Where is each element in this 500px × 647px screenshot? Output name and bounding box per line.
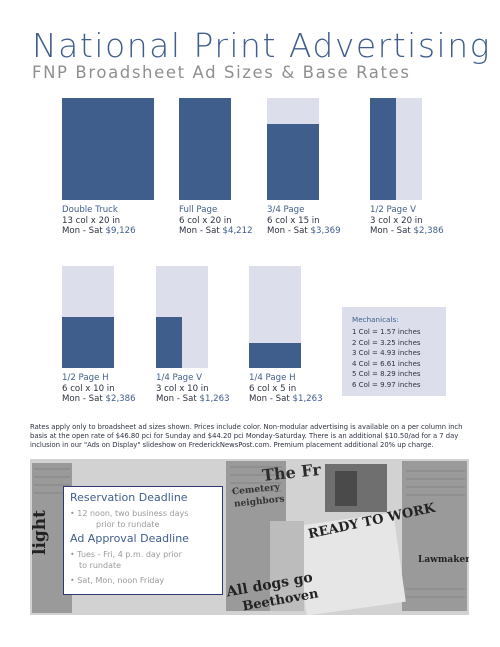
ad-name: Full Page bbox=[179, 205, 218, 215]
ad-price: $2,386 bbox=[105, 394, 136, 405]
ad-name: 1/2 Page V bbox=[370, 205, 416, 215]
ad-rate-days: Mon - Sat bbox=[62, 394, 106, 405]
ad-rate: Mon - Sat $2,386 bbox=[62, 394, 136, 405]
ad-rate-days: Mon - Sat bbox=[62, 226, 106, 237]
mechanicals-item: 1 Col = 1.57 inches bbox=[352, 328, 421, 336]
ad-dimensions: 6 col x 10 in bbox=[62, 383, 115, 394]
page-title: National Print Advertising bbox=[32, 26, 491, 65]
ad-rate: Mon - Sat $1,263 bbox=[156, 394, 230, 405]
bullet-icon: • bbox=[70, 509, 75, 518]
ad-price: $3,369 bbox=[310, 226, 341, 237]
reservation-line-2: prior to rundate bbox=[96, 520, 160, 529]
ad-price: $1,263 bbox=[292, 394, 323, 405]
deadlines-panel: Reservation Deadline • 12 noon, two busi… bbox=[63, 486, 223, 595]
mechanicals-item: 2 Col = 3.25 inches bbox=[352, 338, 421, 347]
ad-rate-days: Mon - Sat bbox=[267, 226, 311, 237]
ad-name: 1/2 Page H bbox=[62, 373, 109, 383]
mechanicals-item: 3 Col = 4.93 inches bbox=[352, 349, 421, 358]
ad-size-label: Double Truck 13 col x 20 in Mon - Sat $9,1… bbox=[62, 205, 136, 237]
ad-size-label: Full Page 6 col x 20 in Mon - Sat $4,212 bbox=[179, 205, 253, 237]
ad-name: 3/4 Page bbox=[267, 205, 305, 215]
ad-size-diagram bbox=[370, 98, 422, 200]
reservation-deadline-text: • 12 noon, two business days prior to ru… bbox=[70, 508, 188, 530]
ad-size-diagram bbox=[62, 266, 114, 368]
approval-extra: Sat, Mon, noon Friday bbox=[77, 576, 165, 585]
ad-rate: Mon - Sat $1,263 bbox=[249, 394, 323, 405]
mechanicals-box: Mechanicals: 1 Col = 1.57 inches 2 Col =… bbox=[342, 307, 446, 396]
bullet-icon: • bbox=[70, 576, 75, 585]
ad-price: $4,212 bbox=[222, 226, 253, 237]
ad-price: $9,126 bbox=[105, 226, 136, 237]
page-subtitle: FNP Broadsheet Ad Sizes & Base Rates bbox=[32, 63, 411, 82]
ad-size-diagram bbox=[267, 98, 319, 200]
ad-rate-days: Mon - Sat bbox=[249, 394, 293, 405]
ad-dimensions: 6 col x 20 in bbox=[179, 215, 232, 226]
ad-size-fill bbox=[370, 98, 396, 200]
ad-name: 1/4 Page V bbox=[156, 373, 202, 383]
reservation-line-1: 12 noon, two business days bbox=[77, 509, 189, 518]
ad-dimensions: 6 col x 15 in bbox=[267, 215, 320, 226]
reservation-deadline-title: Reservation Deadline bbox=[70, 491, 188, 504]
ad-size-fill bbox=[179, 98, 231, 200]
mechanicals-title: Mechanicals: bbox=[352, 315, 399, 324]
headline-8: Lawmaker bbox=[418, 555, 469, 565]
mechanicals-item: 6 Col = 9.97 inches bbox=[352, 380, 421, 389]
ad-size-diagram bbox=[156, 266, 208, 368]
ad-rate-days: Mon - Sat bbox=[156, 394, 200, 405]
approval-deadline-text: • Tues - Fri, 4 p.m. day prior to rundat… bbox=[70, 549, 182, 571]
mechanicals-item: 4 Col = 6.61 inches bbox=[352, 359, 421, 368]
ad-name: 1/4 Page H bbox=[249, 373, 296, 383]
ad-size-fill bbox=[249, 342, 301, 368]
ad-dimensions: 6 col x 5 in bbox=[249, 383, 297, 394]
ad-rate: Mon - Sat $3,369 bbox=[267, 226, 341, 237]
ad-size-fill bbox=[156, 317, 182, 368]
mechanicals-list: 1 Col = 1.57 inches 2 Col = 3.25 inches … bbox=[352, 327, 421, 391]
approval-deadline-title: Ad Approval Deadline bbox=[70, 532, 189, 545]
approval-line-2: to rundate bbox=[79, 561, 122, 570]
ad-size-label: 3/4 Page 6 col x 15 in Mon - Sat $3,369 bbox=[267, 205, 341, 237]
ad-dimensions: 3 col x 10 in bbox=[156, 383, 209, 394]
ad-size-fill bbox=[62, 98, 154, 200]
ad-price: $1,263 bbox=[199, 394, 230, 405]
ad-dimensions: 13 col x 20 in bbox=[62, 215, 121, 226]
ad-name: Double Truck bbox=[62, 205, 118, 215]
ad-rate-days: Mon - Sat bbox=[179, 226, 223, 237]
ad-dimensions: 3 col x 20 in bbox=[370, 215, 423, 226]
bullet-icon: • bbox=[70, 550, 75, 559]
ad-size-diagram bbox=[249, 266, 301, 368]
ad-rate-days: Mon - Sat bbox=[370, 226, 414, 237]
mechanicals-item: 5 Col = 8.29 inches bbox=[352, 370, 421, 379]
ad-size-diagram bbox=[179, 98, 231, 200]
ad-size-fill bbox=[62, 317, 114, 368]
rates-note: Rates apply only to broadsheet ad sizes … bbox=[30, 423, 463, 449]
approval-line-1: Tues - Fri, 4 p.m. day prior bbox=[77, 550, 182, 559]
ad-rate: Mon - Sat $9,126 bbox=[62, 226, 136, 237]
ad-size-diagram bbox=[62, 98, 154, 200]
approval-extra-text: • Sat, Mon, noon Friday bbox=[70, 575, 164, 586]
ad-rate: Mon - Sat $2,386 bbox=[370, 226, 444, 237]
headline-7: light bbox=[30, 509, 50, 555]
ad-rate: Mon - Sat $4,212 bbox=[179, 226, 253, 237]
ad-price: $2,386 bbox=[413, 226, 444, 237]
ad-size-fill bbox=[267, 123, 319, 200]
